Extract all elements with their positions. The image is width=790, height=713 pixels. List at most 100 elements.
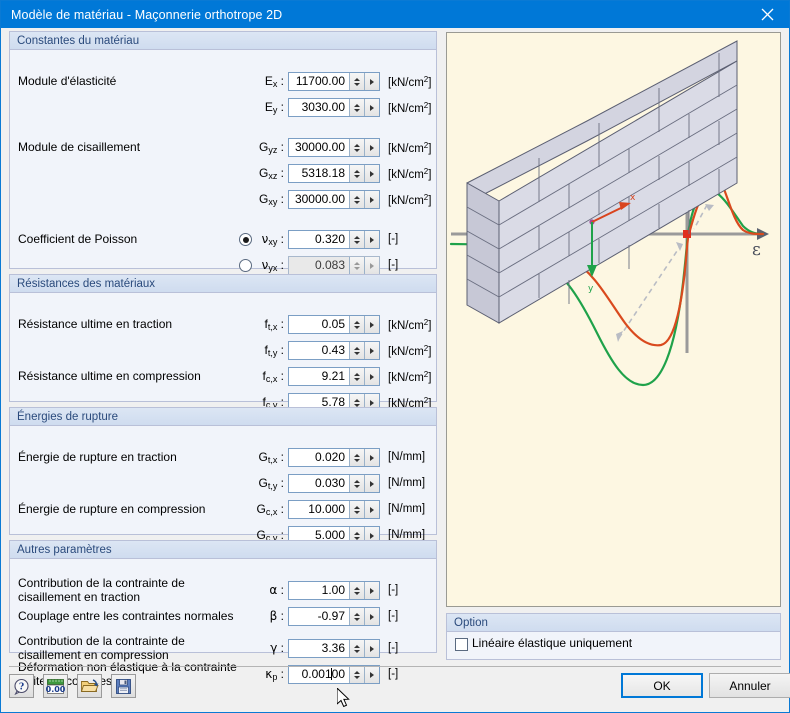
spinner-buttons[interactable] (349, 582, 364, 599)
input-value[interactable]: 1.00 (321, 583, 345, 597)
more-button[interactable] (364, 165, 379, 182)
poisson-radio-yx[interactable] (239, 259, 252, 272)
more-button[interactable] (364, 475, 379, 492)
more-button[interactable] (364, 231, 379, 248)
input-value[interactable]: 10.000 (308, 502, 345, 516)
linear-elastic-checkbox[interactable] (455, 638, 468, 651)
more-button[interactable] (364, 342, 379, 359)
spinner-buttons[interactable] (349, 527, 364, 544)
input-value[interactable]: 5318.18 (301, 166, 345, 180)
input-value[interactable]: 0.320 (314, 232, 345, 246)
spinner-buttons[interactable] (349, 666, 364, 683)
more-button[interactable] (364, 666, 379, 683)
spinner-buttons[interactable] (349, 231, 364, 248)
input-β[interactable]: -0.97 (288, 607, 380, 626)
spinner-buttons[interactable] (349, 368, 364, 385)
more-button[interactable] (364, 191, 379, 208)
spinner-buttons[interactable] (349, 342, 364, 359)
spinner-buttons[interactable] (349, 316, 364, 333)
spinner-buttons[interactable] (349, 475, 364, 492)
input-G-cx[interactable]: 10.000 (288, 500, 380, 519)
open-button[interactable] (77, 674, 102, 698)
spinner-buttons[interactable] (349, 165, 364, 182)
input-value[interactable]: 5.000 (314, 528, 345, 542)
cancel-button[interactable]: Annuler (709, 673, 790, 698)
row-unit: [N/mm] (388, 451, 426, 463)
more-button[interactable] (364, 73, 379, 90)
input-γ[interactable]: 3.36 (288, 639, 380, 658)
spinner-buttons[interactable] (349, 640, 364, 657)
input-value[interactable]: 0.05 (321, 317, 345, 331)
more-button[interactable] (364, 608, 379, 625)
more-button[interactable] (364, 582, 379, 599)
more-button[interactable] (364, 527, 379, 544)
chevron-right-icon (370, 399, 374, 406)
spinner-down-icon (354, 510, 360, 514)
input-α[interactable]: 1.00 (288, 581, 380, 600)
input-value[interactable]: 0.43 (321, 343, 345, 357)
input-value[interactable]: 0.030 (314, 476, 345, 490)
input-f-tx[interactable]: 0.05 (288, 315, 380, 334)
more-button[interactable] (364, 257, 379, 274)
spinner-buttons[interactable] (349, 394, 364, 411)
input-value[interactable]: 11700.00 (295, 74, 345, 88)
input-κ-p[interactable]: 0.00100 (288, 665, 380, 684)
spinner-buttons[interactable] (349, 99, 364, 116)
spinner-up-icon (354, 644, 360, 648)
spinner-buttons[interactable] (349, 449, 364, 466)
row-symbol: Gc,x : (256, 502, 284, 517)
spinner-up-icon (354, 612, 360, 616)
more-button[interactable] (364, 368, 379, 385)
input-G-yz[interactable]: 30000.00 (288, 138, 380, 157)
row-label: Module d'élasticité (18, 74, 117, 88)
input-G-xz[interactable]: 5318.18 (288, 164, 380, 183)
help-button[interactable]: ? (9, 674, 34, 698)
more-button[interactable] (364, 449, 379, 466)
chevron-right-icon (370, 645, 374, 652)
input-E-y[interactable]: 3030.00 (288, 98, 380, 117)
option-group-header: Option (446, 613, 781, 632)
input-ν-yx[interactable]: 0.083 (288, 256, 380, 275)
poisson-radio-xy[interactable] (239, 233, 252, 246)
input-value[interactable]: 0.020 (314, 450, 345, 464)
more-button[interactable] (364, 640, 379, 657)
input-E-x[interactable]: 11700.00 (288, 72, 380, 91)
input-G-xy[interactable]: 30000.00 (288, 190, 380, 209)
spinner-buttons[interactable] (349, 257, 364, 274)
input-value[interactable]: 3030.00 (301, 100, 345, 114)
red-curve (475, 179, 765, 347)
input-f-ty[interactable]: 0.43 (288, 341, 380, 360)
more-button[interactable] (364, 139, 379, 156)
input-G-ty[interactable]: 0.030 (288, 474, 380, 493)
input-G-tx[interactable]: 0.020 (288, 448, 380, 467)
input-value[interactable]: 0.083 (314, 258, 345, 272)
more-button[interactable] (364, 394, 379, 411)
input-f-cx[interactable]: 9.21 (288, 367, 380, 386)
origin-marker (683, 230, 691, 238)
chevron-right-icon (370, 532, 374, 539)
input-value[interactable]: 9.21 (321, 369, 345, 383)
save-button[interactable] (111, 674, 136, 698)
input-value[interactable]: 0.00100 (301, 667, 345, 681)
input-value[interactable]: 30000.00 (294, 140, 345, 154)
chevron-right-icon (370, 373, 374, 380)
spinner-buttons[interactable] (349, 139, 364, 156)
input-value[interactable]: -0.97 (317, 609, 345, 623)
units-button[interactable]: 0.00 (43, 674, 68, 698)
ok-button[interactable]: OK (621, 673, 703, 698)
more-button[interactable] (364, 501, 379, 518)
row-unit: [-] (388, 233, 399, 245)
spinner-buttons[interactable] (349, 73, 364, 90)
spinner-buttons[interactable] (349, 501, 364, 518)
spinner-buttons[interactable] (349, 608, 364, 625)
input-value[interactable]: 30000.00 (294, 192, 345, 206)
close-button[interactable] (745, 1, 789, 28)
row-label: Énergie de rupture en compression (18, 502, 206, 516)
spinner-buttons[interactable] (349, 191, 364, 208)
input-value[interactable]: 5.78 (321, 395, 345, 409)
input-value[interactable]: 3.36 (321, 641, 345, 655)
more-button[interactable] (364, 99, 379, 116)
input-ν-xy[interactable]: 0.320 (288, 230, 380, 249)
row-unit: [-] (388, 259, 399, 271)
more-button[interactable] (364, 316, 379, 333)
